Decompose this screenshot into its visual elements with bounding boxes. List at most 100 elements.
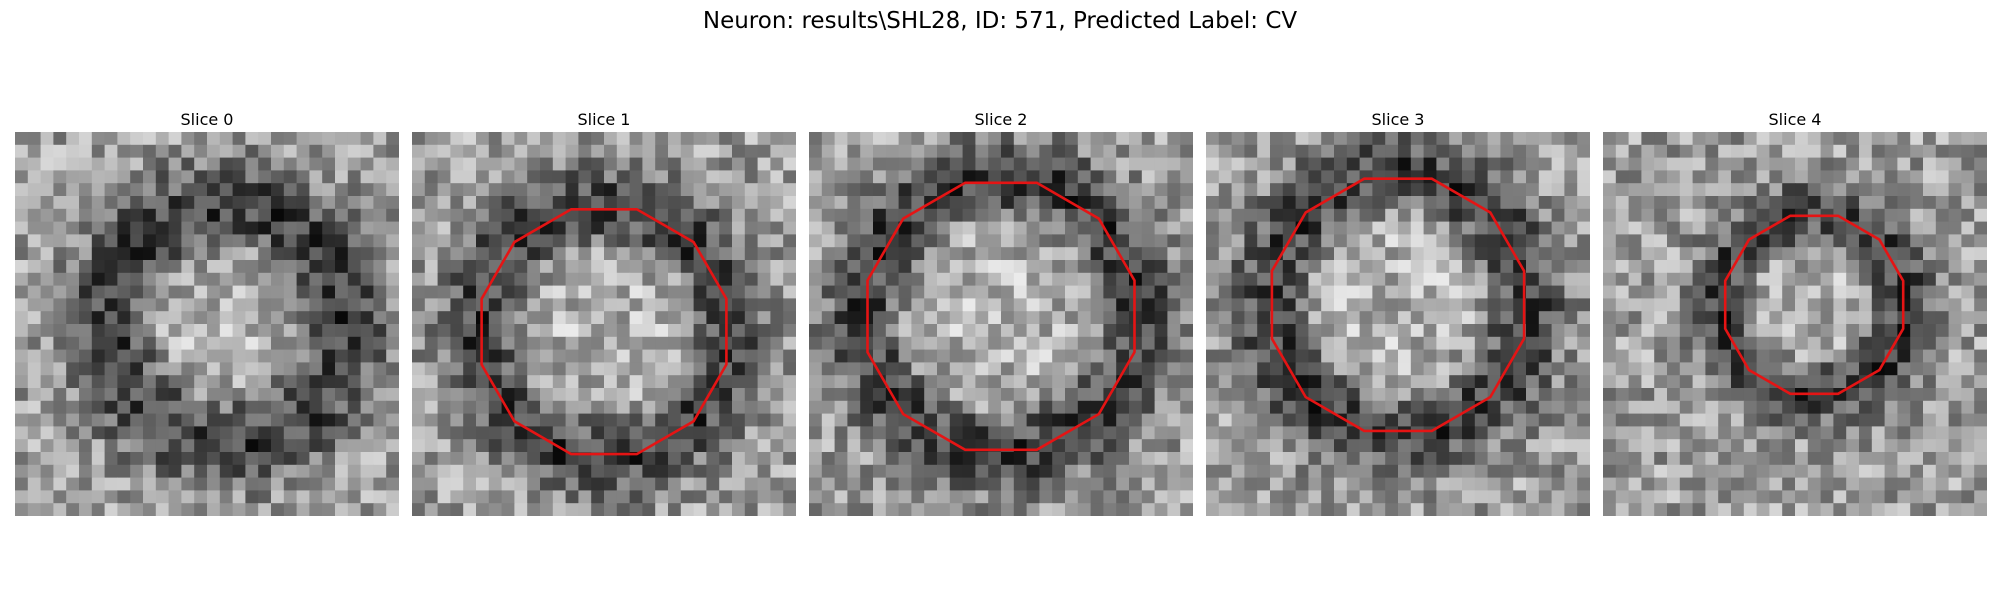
pixel [194,183,208,197]
pixel [309,413,323,427]
pixel [1526,208,1540,223]
pixel [424,132,439,146]
pixel [770,234,784,248]
pixel [1116,285,1130,299]
pixel [732,285,746,299]
pixel [476,400,490,415]
pixel [1218,336,1233,351]
pixel [143,464,157,479]
pixel [1244,208,1258,223]
pixel [424,452,439,466]
pixel [1474,298,1489,312]
pixel [181,272,195,287]
pixel [1423,349,1437,363]
pixel [809,439,823,453]
pixel [552,285,567,299]
pixel [514,503,528,516]
pixel [642,464,656,479]
pixel [1385,221,1399,235]
pixel [1564,349,1578,363]
pixel [1295,196,1309,210]
pixel [1551,183,1565,197]
pixel [821,375,836,389]
pixel [1065,144,1079,159]
pixel [668,349,682,363]
pixel [104,260,118,274]
pixel [642,413,656,427]
pixel [1795,503,1809,516]
pixel [1615,324,1630,338]
pixel [1257,170,1271,184]
pixel [335,452,349,466]
pixel [1052,285,1066,299]
pixel [360,349,374,363]
pixel [15,132,29,146]
pixel [988,388,1002,402]
pixel [309,183,323,197]
pixel [258,132,272,146]
pixel [988,375,1002,389]
pixel [1807,375,1822,389]
pixel [117,196,131,210]
pixel [1090,490,1104,504]
pixel [1859,336,1873,351]
pixel [347,413,362,427]
pixel [1628,375,1642,389]
pixel [1218,260,1233,274]
pixel [1743,477,1758,491]
pixel [847,503,861,516]
pixel [898,285,912,299]
pixel [885,413,900,427]
pixel [1564,157,1578,171]
pixel [1295,272,1309,287]
pixel [450,247,464,261]
pixel [360,413,374,427]
pixel [476,452,490,466]
pixel [1462,221,1476,235]
pixel [296,439,310,453]
pixel [1385,208,1399,223]
pixel [642,400,656,415]
pixel [642,388,656,402]
pixel [1820,490,1834,504]
pixel [514,247,528,261]
pixel [1500,208,1514,223]
pixel [1538,247,1553,261]
pixel [1679,452,1694,466]
pixel [552,490,567,504]
pixel [591,196,605,210]
pixel [335,157,349,171]
pixel [1385,183,1399,197]
pixel [847,157,861,171]
pixel [1923,247,1937,261]
pixel [168,400,182,415]
pixel [1065,298,1079,312]
pixel [1116,413,1130,427]
pixel [1935,439,1950,453]
pixel [1833,247,1847,261]
pixel [155,464,170,479]
pixel [1103,144,1117,159]
pixel [885,272,900,287]
pixel [1961,439,1975,453]
pixel [1692,362,1706,376]
pixel [937,272,951,287]
pixel [1116,388,1130,402]
pixel [578,362,592,376]
pixel [1436,477,1450,491]
pixel [296,311,310,325]
pixel [783,170,796,184]
pixel [1474,285,1489,299]
pixel [488,285,503,299]
pixel [1154,183,1168,197]
pixel [1321,221,1335,235]
pixel [1628,388,1642,402]
pixel [1308,272,1322,287]
pixel [1500,375,1514,389]
pixel [1974,490,1987,504]
pixel [1756,311,1770,325]
pixel [962,426,976,440]
pixel [1769,311,1783,325]
pixel [1577,439,1590,453]
pixel [1231,349,1245,363]
